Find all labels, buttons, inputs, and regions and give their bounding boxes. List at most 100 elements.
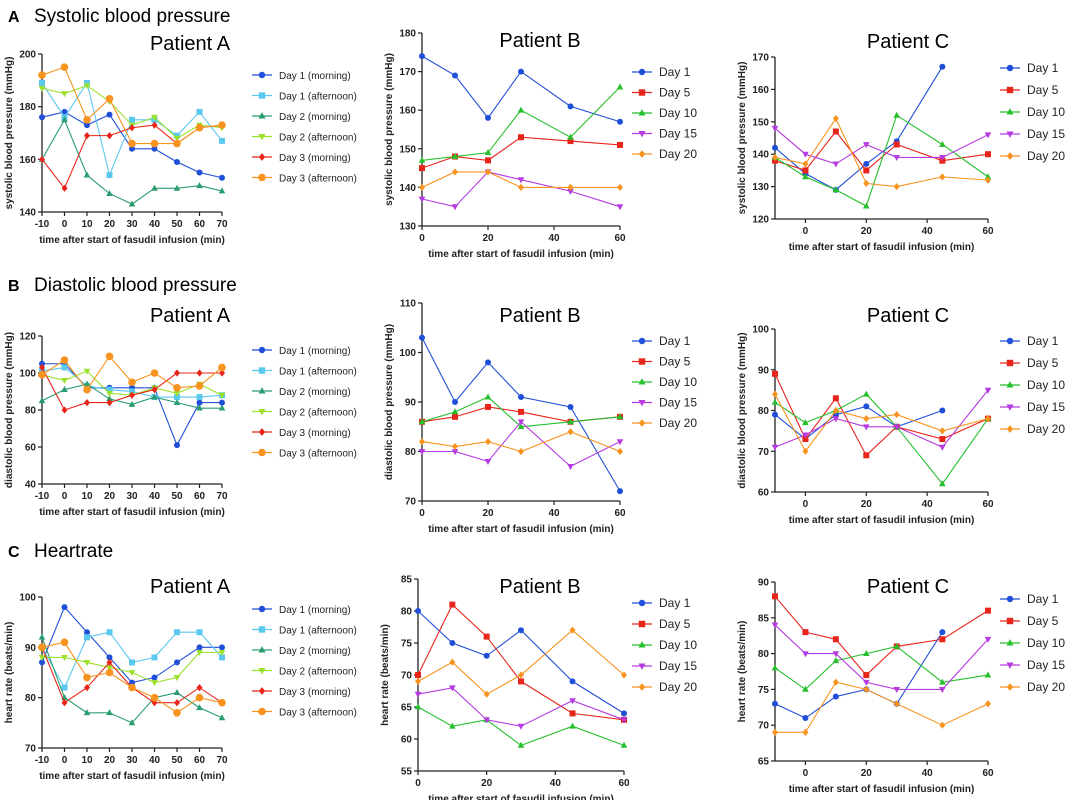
legend-marker: [638, 641, 646, 648]
legend-label: Day 20: [1027, 422, 1065, 436]
legend-entry: Day 3 (afternoon): [252, 174, 357, 185]
legend-label: Day 1 (afternoon): [279, 626, 357, 637]
data-point: [567, 403, 574, 410]
series-day-3-morning: [39, 363, 225, 414]
data-point: [129, 679, 135, 686]
data-point: [83, 116, 91, 124]
legend-marker: [1006, 108, 1014, 115]
diastolic-patient-a-chart: Patient A 40 60 80 100 120 -10 0 10 20 30 40 50 60 70 t…: [4, 305, 357, 518]
data-point: [939, 427, 946, 435]
data-point: [84, 132, 90, 140]
data-point: [862, 679, 870, 686]
data-point: [418, 449, 426, 456]
series-day-10: [418, 83, 624, 163]
data-point: [218, 187, 226, 194]
legend-label: Day 2 (afternoon): [279, 133, 357, 144]
x-tick-label: 20: [482, 508, 494, 519]
data-point: [620, 717, 628, 724]
y-tick-label: 40: [25, 480, 37, 491]
data-point: [419, 438, 425, 446]
series-day-2-morning: [38, 380, 226, 411]
legend-marker: [638, 599, 646, 607]
series-day-20: [772, 390, 991, 455]
data-point: [569, 626, 576, 634]
data-point: [893, 183, 900, 191]
systolic-patient-c-chart: Patient C 120 130 140 150 160 170 0 20 40 60 time a…: [737, 31, 1065, 253]
x-tick-label: 20: [104, 219, 116, 230]
data-point: [621, 710, 627, 717]
data-point: [38, 643, 46, 652]
legend-entry: Day 1 (afternoon): [252, 92, 357, 103]
legend-label: Day 5: [1027, 83, 1059, 97]
x-tick-label: 60: [982, 768, 994, 779]
legend-marker: [258, 408, 266, 416]
data-point: [106, 386, 113, 393]
y-tick-label: 160: [19, 155, 36, 166]
data-point: [105, 94, 114, 103]
data-point: [218, 363, 226, 372]
data-point: [61, 91, 68, 98]
legend-entry: Day 10: [632, 375, 697, 389]
data-point: [832, 406, 839, 415]
legend-label: Day 15: [659, 396, 697, 410]
data-point: [862, 142, 870, 149]
data-point: [173, 184, 181, 191]
legend-marker: [1006, 64, 1014, 72]
legend-label: Day 1 (morning): [279, 346, 351, 357]
legend-marker: [1006, 595, 1014, 603]
data-point: [485, 438, 491, 446]
series-day-10: [771, 111, 992, 209]
data-point: [129, 391, 135, 399]
x-tick-label: 0: [62, 219, 68, 230]
legend-entry: Day 1: [632, 596, 691, 610]
x-tick-label: 60: [982, 499, 994, 510]
x-tick-label: 40: [922, 768, 934, 779]
legend-entry: Day 10: [1000, 105, 1065, 119]
data-point: [415, 608, 421, 614]
data-point: [518, 68, 524, 75]
legend-marker: [258, 133, 266, 141]
data-point: [893, 687, 901, 693]
x-tick-label: 40: [149, 755, 161, 766]
legend-entry: Day 15: [632, 659, 697, 673]
data-point: [802, 419, 809, 426]
section-b-heading: B Diastolic blood pressure: [8, 275, 237, 296]
x-tick-label: -10: [35, 755, 50, 766]
x-tick-label: 0: [419, 233, 425, 244]
data-point: [567, 428, 574, 436]
legend-entry: Day 20: [632, 147, 697, 161]
legend-label: Day 1: [1027, 592, 1059, 606]
data-point: [802, 167, 809, 174]
x-axis-label: time after start of fasudil infusion (mi…: [789, 515, 975, 526]
data-point: [449, 601, 456, 608]
y-axis-label: systolic blood pressure (mmHg): [384, 53, 395, 206]
section-letter-a: A: [8, 9, 20, 26]
data-point: [449, 640, 456, 646]
legend-entry: Day 10: [632, 106, 697, 120]
data-point: [418, 156, 426, 163]
legend-marker: [258, 112, 266, 119]
data-point: [106, 172, 113, 179]
legend-marker: [1006, 337, 1014, 345]
section-title-heartrate: Heartrate: [34, 541, 113, 562]
y-tick-label: 60: [25, 443, 37, 454]
data-point: [984, 387, 992, 394]
legend-entry: Day 20: [1000, 680, 1065, 694]
data-point: [196, 108, 203, 115]
legend-label: Day 1: [659, 596, 691, 610]
data-point: [60, 638, 69, 647]
legend-label: Day 5: [1027, 356, 1059, 370]
series-day-5: [772, 593, 991, 679]
y-tick-label: 110: [400, 299, 417, 310]
data-point: [61, 364, 68, 371]
data-point: [939, 721, 946, 729]
data-point: [517, 419, 525, 426]
legend-label: Day 10: [659, 375, 697, 389]
series-line: [421, 86, 621, 161]
data-point: [84, 629, 90, 636]
panel-title: Patient A: [150, 305, 231, 327]
legend-entry: Day 10: [1000, 636, 1065, 650]
legend-marker: [258, 428, 266, 436]
x-tick-label: 60: [614, 508, 626, 519]
data-point: [772, 728, 778, 736]
